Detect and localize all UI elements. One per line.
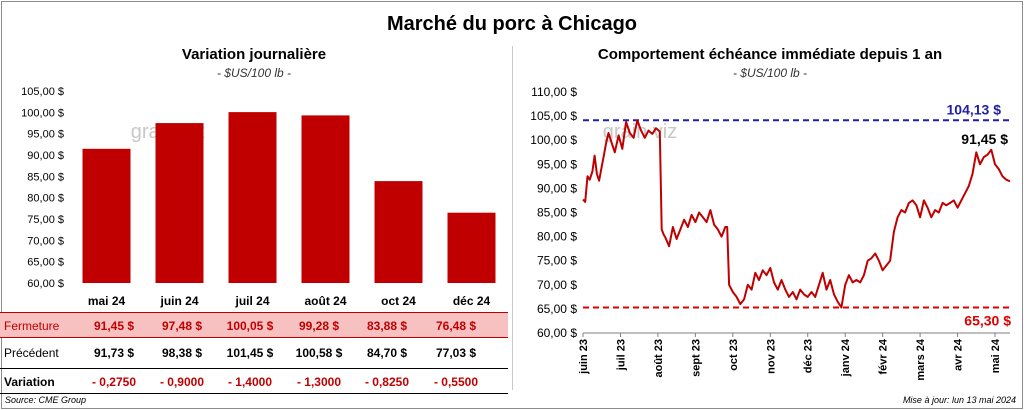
table-cell: 91,45 $ bbox=[93, 319, 135, 333]
table-cell: 77,03 $ bbox=[435, 346, 477, 360]
table-cell: 97,48 $ bbox=[161, 319, 203, 333]
y-tick-label: 80,00 $ bbox=[27, 193, 64, 205]
table-cell: - 1,3000 bbox=[296, 375, 342, 389]
bar bbox=[374, 181, 423, 283]
y-tick-label: 65,00 $ bbox=[27, 257, 64, 269]
y-tick-label: 65,00 $ bbox=[537, 302, 577, 316]
table-cell: - 0,5500 bbox=[433, 375, 479, 389]
y-tick-label: 100,00 $ bbox=[21, 107, 64, 119]
high-value-label: 104,13 $ bbox=[947, 101, 1002, 117]
watermark-logo: grain viz bbox=[603, 121, 677, 143]
x-tick-label: nov 23 bbox=[765, 339, 777, 374]
table-cell: 91,73 $ bbox=[93, 346, 135, 360]
left-chart-title: Variation journalière bbox=[181, 46, 327, 63]
panel-divider bbox=[512, 46, 513, 390]
bar bbox=[301, 115, 350, 283]
y-tick-label: 70,00 $ bbox=[537, 278, 577, 292]
y-tick-label: 105,00 $ bbox=[21, 86, 64, 98]
y-tick-label: 60,00 $ bbox=[537, 326, 577, 340]
line-chart: 60,00 $ 65,00 $ 70,00 $ 75,00 $ 80,00 $ 85,00… bbox=[530, 85, 1011, 381]
y-tick-label: 75,00 $ bbox=[27, 214, 64, 226]
table-cell: 84,70 $ bbox=[366, 346, 408, 360]
table-row-fermeture: Fermeture 91,45 $ 97,48 $ 100,05 $ 99,28… bbox=[0, 312, 508, 338]
y-tick-label: 75,00 $ bbox=[537, 254, 577, 268]
bar bbox=[82, 148, 131, 283]
table-cell: 100,05 $ bbox=[226, 319, 274, 333]
y-tick-label: 90,00 $ bbox=[27, 150, 64, 162]
y-tick-label: 70,00 $ bbox=[27, 235, 64, 247]
x-tick-label: juil 23 bbox=[615, 339, 627, 371]
left-chart-unit: - $US/100 lb - bbox=[216, 66, 292, 80]
x-tick-label: avr 24 bbox=[953, 338, 965, 371]
x-tick-label: juin 24 bbox=[159, 294, 198, 308]
source-note: Source: CME Group bbox=[5, 395, 87, 405]
x-tick-label: janv 24 bbox=[840, 338, 852, 377]
y-tick-label: 95,00 $ bbox=[27, 129, 64, 141]
bar bbox=[155, 123, 204, 284]
x-tick-label: août 24 bbox=[304, 294, 346, 308]
price-series-line bbox=[582, 119, 1011, 309]
y-tick-label: 60,00 $ bbox=[27, 278, 64, 290]
y-tick-label: 105,00 $ bbox=[530, 109, 577, 123]
precedent-label: Précédent bbox=[4, 346, 59, 360]
table-cell: 76,48 $ bbox=[435, 319, 477, 333]
y-tick-label: 85,00 $ bbox=[537, 206, 577, 220]
y-tick-label: 95,00 $ bbox=[537, 157, 577, 171]
fermeture-label: Fermeture bbox=[4, 319, 60, 333]
main-title: Marché du porc à Chicago bbox=[386, 13, 638, 35]
right-chart-title: Comportement échéance immédiate depuis 1… bbox=[597, 46, 943, 63]
bar bbox=[228, 112, 277, 284]
table-cell: 83,88 $ bbox=[366, 319, 408, 333]
x-tick-label: mars 24 bbox=[915, 338, 927, 380]
x-tick-label: déc 24 bbox=[453, 294, 491, 308]
table-cell: - 0,8250 bbox=[364, 375, 410, 389]
x-tick-label: févr 24 bbox=[878, 338, 890, 374]
y-tick-label: 85,00 $ bbox=[27, 171, 64, 183]
table-cell: 101,45 $ bbox=[226, 346, 274, 360]
variation-label: Variation bbox=[4, 375, 55, 389]
low-value-label: 65,30 $ bbox=[964, 312, 1011, 328]
table-cell: 98,38 $ bbox=[161, 346, 203, 360]
right-chart-unit: - $US/100 lb - bbox=[732, 66, 808, 80]
bar bbox=[447, 212, 496, 283]
table-cell: - 0,9000 bbox=[159, 375, 205, 389]
table-row-precedent: Précédent 91,73 $ 98,38 $ 101,45 $ 100,5… bbox=[0, 340, 508, 366]
x-tick-label: oct 23 bbox=[728, 339, 740, 371]
table-row-variation: Variation - 0,2750 - 0,9000 - 1,4000 - 1… bbox=[0, 368, 508, 394]
y-tick-label: 80,00 $ bbox=[537, 230, 577, 244]
table-cell: 99,28 $ bbox=[298, 319, 340, 333]
y-tick-label: 100,00 $ bbox=[530, 133, 577, 147]
update-note: Mise à jour: lun 13 mai 2024 bbox=[902, 395, 1016, 405]
x-tick-label: déc 23 bbox=[803, 339, 815, 373]
last-value-label: 91,45 $ bbox=[961, 131, 1008, 147]
x-tick-label: sept 23 bbox=[690, 339, 702, 377]
table-cell: - 0,2750 bbox=[91, 375, 137, 389]
x-tick-label: août 23 bbox=[653, 339, 665, 378]
table-cell: 100,58 $ bbox=[295, 346, 343, 360]
x-tick-label: oct 24 bbox=[381, 294, 416, 308]
x-tick-label: mai 24 bbox=[990, 338, 1002, 373]
table-cell: - 1,4000 bbox=[227, 375, 273, 389]
x-tick-label: mai 24 bbox=[88, 294, 126, 308]
x-tick-label: juil 24 bbox=[234, 294, 269, 308]
y-tick-label: 90,00 $ bbox=[537, 181, 577, 195]
y-tick-label: 110,00 $ bbox=[531, 85, 577, 99]
x-tick-label: juin 23 bbox=[578, 339, 590, 375]
bar-chart: 60,00 $ 65,00 $ 70,00 $ 75,00 $ 80,00 $ 85,00… bbox=[21, 86, 496, 308]
